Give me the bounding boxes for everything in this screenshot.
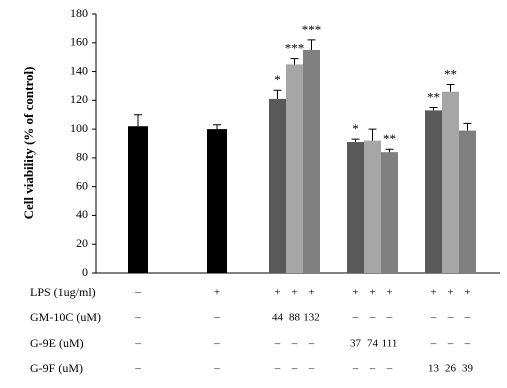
significance-label: **	[427, 90, 440, 105]
y-axis-label: Cell viability (% of control)	[21, 67, 36, 220]
bar	[286, 64, 303, 273]
bar	[347, 142, 364, 273]
condition-cell: +	[352, 287, 358, 299]
condition-cell: +	[274, 287, 280, 299]
condition-cell: –	[291, 363, 298, 375]
condition-cell: –	[386, 312, 393, 324]
y-tick-label: 100	[70, 121, 88, 135]
significance-label: ***	[285, 41, 305, 56]
condition-cell: +	[214, 287, 220, 299]
bar	[381, 152, 398, 273]
condition-cell: –	[134, 338, 141, 350]
condition-cell: –	[274, 338, 281, 350]
condition-cell: 111	[382, 338, 398, 350]
condition-cell: –	[430, 338, 437, 350]
condition-cell: –	[369, 312, 376, 324]
y-tick-label: 160	[70, 35, 88, 49]
bar	[459, 130, 476, 273]
error-bar	[351, 138, 360, 143]
condition-cell: –	[291, 338, 298, 350]
condition-cell: –	[308, 338, 315, 350]
y-tick-label: 0	[82, 265, 88, 279]
condition-cell: –	[430, 312, 437, 324]
bar	[303, 49, 320, 273]
error-bar	[273, 89, 282, 99]
y-tick-label: 60	[76, 178, 88, 192]
significance-label: **	[383, 131, 396, 146]
bar	[128, 126, 148, 273]
condition-cell: 88	[289, 312, 301, 324]
error-bar	[134, 114, 142, 127]
condition-label: G-9F (uM)	[30, 361, 83, 375]
condition-label: GM-10C (uM)	[30, 310, 101, 324]
significance-label: **	[444, 66, 457, 81]
condition-cell: 13	[428, 363, 440, 375]
bar	[269, 98, 286, 274]
condition-cell: –	[464, 312, 471, 324]
condition-label: LPS (1ug/ml)	[30, 285, 96, 299]
condition-cell: –	[213, 363, 220, 375]
condition-cell: –	[352, 312, 359, 324]
condition-cell: +	[447, 287, 453, 299]
condition-cell: 132	[303, 312, 320, 324]
error-bar	[385, 148, 394, 153]
condition-cell: 37	[350, 338, 362, 350]
significance-label: *	[274, 72, 281, 87]
condition-cell: +	[369, 287, 375, 299]
condition-cell: +	[291, 287, 297, 299]
condition-cell: –	[134, 312, 141, 324]
condition-cell: 44	[272, 312, 284, 324]
y-tick-label: 120	[70, 92, 88, 106]
bar	[364, 140, 381, 273]
error-bar	[368, 128, 377, 141]
condition-cell: –	[447, 338, 454, 350]
y-tick-label: 40	[76, 207, 88, 221]
error-bar	[307, 39, 316, 50]
condition-cell: +	[386, 287, 392, 299]
condition-cell: –	[308, 363, 315, 375]
condition-cell: –	[369, 363, 376, 375]
y-tick-label: 20	[76, 236, 88, 250]
condition-cell: –	[447, 312, 454, 324]
condition-cell: –	[134, 363, 141, 375]
condition-cell: –	[464, 338, 471, 350]
condition-cell: 74	[367, 338, 379, 350]
significance-label: *	[352, 121, 359, 136]
error-bar	[446, 84, 455, 92]
condition-label: G-9E (uM)	[30, 336, 84, 350]
error-bar	[290, 58, 299, 65]
y-tick-label: 80	[76, 150, 88, 164]
condition-cell: –	[213, 312, 220, 324]
condition-cell: –	[352, 363, 359, 375]
condition-cell: 26	[445, 363, 457, 375]
condition-cell: +	[308, 287, 314, 299]
condition-cell: –	[274, 363, 281, 375]
bar	[207, 129, 227, 273]
condition-cell: +	[430, 287, 436, 299]
error-bar	[213, 124, 221, 130]
bar	[442, 91, 459, 273]
bar	[425, 110, 442, 274]
condition-cell: –	[213, 338, 220, 350]
significance-label: ***	[302, 22, 322, 37]
error-bar	[429, 107, 438, 111]
condition-cell: –	[134, 287, 141, 299]
error-bar	[463, 122, 472, 131]
condition-cell: 39	[462, 363, 474, 375]
condition-cell: –	[386, 363, 393, 375]
y-tick-label: 180	[70, 6, 88, 20]
condition-cell: +	[464, 287, 470, 299]
y-tick-label: 140	[70, 63, 88, 77]
